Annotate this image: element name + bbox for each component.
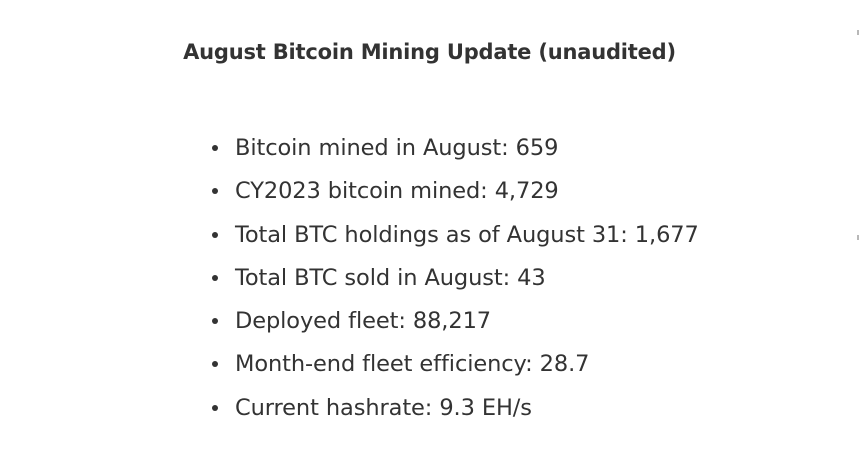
bullet-icon — [212, 145, 218, 151]
edge-divider-mark — [857, 235, 859, 240]
bullet-icon — [212, 361, 218, 368]
stat-current-hashrate: Current hashrate: 9.3 EH/s — [235, 394, 532, 421]
list-item: Month-end fleet efficiency: 28.7 — [208, 346, 699, 389]
bullet-icon — [212, 404, 218, 411]
list-item: CY2023 bitcoin mined: 4,729 — [208, 173, 699, 216]
list-item: Total BTC holdings as of August 31: 1,67… — [208, 217, 699, 260]
stat-deployed-fleet: Deployed fleet: 88,217 — [235, 308, 492, 335]
stat-bitcoin-mined-august: Bitcoin mined in August: 659 — [235, 135, 559, 161]
bullet-icon — [212, 188, 218, 195]
stat-total-btc-holdings: Total BTC holdings as of August 31: 1,67… — [235, 221, 699, 248]
stat-fleet-efficiency: Month-end fleet efficiency: 28.7 — [235, 351, 590, 378]
section-title: August Bitcoin Mining Update (unaudited) — [183, 40, 676, 64]
bullet-icon — [212, 318, 218, 325]
stat-total-btc-sold: Total BTC sold in August: 43 — [235, 264, 546, 291]
bullet-icon — [212, 274, 218, 281]
stat-cy2023-bitcoin-mined: CY2023 bitcoin mined: 4,729 — [235, 178, 559, 205]
list-item: Current hashrate: 9.3 EH/s — [208, 390, 699, 433]
bullet-icon — [212, 231, 218, 238]
list-item: Deployed fleet: 88,217 — [208, 303, 699, 346]
list-item: Bitcoin mined in August: 659 — [208, 130, 699, 173]
mining-stats-list: Bitcoin mined in August: 659 CY2023 bitc… — [208, 130, 699, 433]
list-item: Total BTC sold in August: 43 — [208, 260, 699, 303]
edge-divider-mark — [857, 30, 859, 35]
